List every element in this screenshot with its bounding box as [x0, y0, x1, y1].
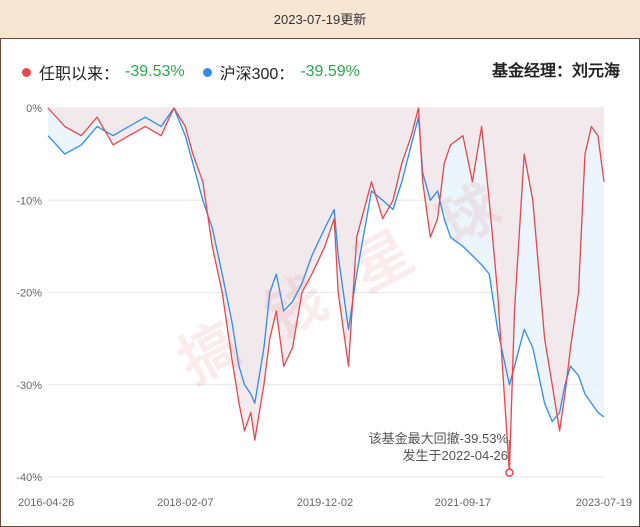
update-header: 2023-07-19更新 [0, 0, 640, 39]
legend-dot-index [202, 67, 212, 77]
y-tick-label: -40% [16, 472, 42, 484]
max-drawdown-annotation: 该基金最大回撤-39.53% 发生于2022-04-26 [369, 430, 508, 464]
y-tick-label: -30% [16, 380, 42, 392]
series-line-fund [47, 107, 605, 474]
area-fund [48, 108, 604, 473]
legend-item-fund[interactable]: 任职以来： -39.53% [22, 60, 185, 84]
legend-dot-fund [22, 67, 31, 77]
legend-label-fund: 任职以来： [39, 66, 120, 83]
x-tick-label: 2021-09-17 [435, 497, 491, 509]
max-drawdown-marker [505, 468, 514, 477]
legend-value-fund: -39.53% [125, 63, 185, 80]
legend: 任职以来： -39.53% 沪深300： -39.59% [22, 60, 378, 84]
x-tick-label: 2019-12-02 [297, 497, 353, 509]
legend-item-index[interactable]: 沪深300： -39.59% [202, 60, 360, 84]
legend-label-index: 沪深300： [219, 66, 295, 83]
area-index [48, 108, 604, 422]
y-tick-label: 0% [26, 103, 42, 115]
max-drawdown-text: 该基金最大回撤-39.53% [368, 431, 508, 446]
x-tick-label: 2016-04-26 [18, 497, 74, 509]
fund-manager-label: 基金经理：刘元海 [491, 63, 620, 80]
legend-value-index: -39.59% [300, 63, 360, 80]
y-tick-label: -20% [16, 288, 42, 300]
x-tick-label: 2018-02-07 [157, 497, 213, 509]
x-tick-label: 2023-07-19 [576, 497, 632, 509]
series-line-index [47, 107, 605, 423]
max-drawdown-date: 发生于2022-04-26 [402, 448, 509, 463]
y-tick-label: -10% [16, 195, 42, 207]
